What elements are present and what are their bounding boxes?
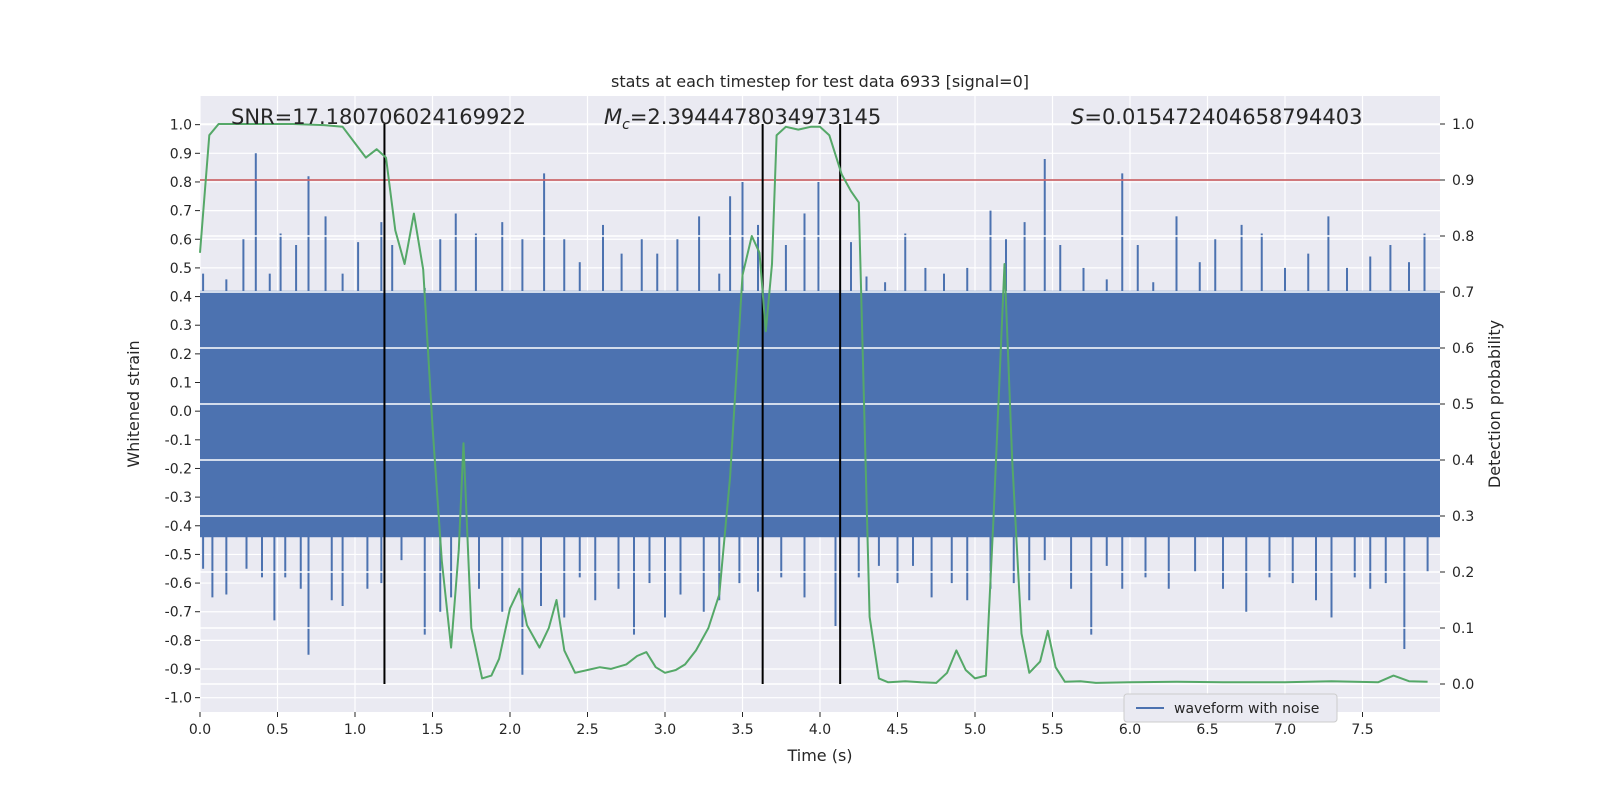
y-tick-label: -0.9	[165, 662, 192, 678]
s-annotation: S=0.015472404658794403	[1071, 105, 1362, 129]
x-tick-label: 4.5	[886, 722, 908, 738]
x-tick-label: 0.0	[189, 722, 211, 738]
legend-label-strain: waveform with noise	[1174, 701, 1319, 717]
chirp-mass-annotation: Mc=2.3944478034973145	[604, 105, 881, 133]
y-tick-label: 0.6	[170, 232, 192, 248]
y2-tick-label: 0.7	[1452, 285, 1474, 301]
y2-tick-label: 0.8	[1452, 229, 1474, 245]
y2-tick-label: 1.0	[1452, 117, 1474, 133]
y-tick-label: 0.0	[170, 404, 192, 420]
x-tick-label: 1.5	[421, 722, 443, 738]
legend: waveform with noise	[1123, 693, 1338, 723]
y-tick-label: -0.3	[165, 490, 192, 506]
y2-tick-label: 0.3	[1452, 509, 1474, 525]
x-tick-label: 6.5	[1196, 722, 1218, 738]
x-ticks: 0.0 0.5 1.0 1.5 2.0 2.5 3.0 3.5 4.0 4.5 5.0 5.5 6.0 6…	[189, 712, 1374, 738]
y-tick-label: -0.7	[165, 605, 192, 621]
detection-probability-line	[199, 123, 1428, 684]
y-tick-label: 0.4	[170, 290, 192, 306]
y-tick-label: -0.6	[165, 576, 192, 592]
snr-annotation: SNR=17.180706024169922	[231, 105, 526, 129]
x-tick-label: 1.0	[344, 722, 366, 738]
y2-tick-label: 0.6	[1452, 341, 1474, 357]
x-tick-label: 2.0	[499, 722, 521, 738]
s-value: =0.015472404658794403	[1084, 105, 1362, 129]
y2-tick-label: 0.2	[1452, 565, 1474, 581]
y-axis-label: Whitened strain	[124, 340, 143, 467]
x-tick-label: 0.5	[266, 722, 288, 738]
y-tick-label: -0.8	[165, 633, 192, 649]
y2-tick-label: 0.5	[1452, 397, 1474, 413]
y-tick-label: -0.5	[165, 547, 192, 563]
chart-title: stats at each timestep for test data 693…	[611, 72, 1029, 91]
x-tick-label: 2.5	[576, 722, 598, 738]
y-tick-label: 0.7	[170, 204, 192, 220]
y2-tick-label: 0.0	[1452, 677, 1474, 693]
y2-tick-label: 0.4	[1452, 453, 1474, 469]
y-tick-label: 0.8	[170, 175, 192, 191]
y-tick-label: -0.2	[165, 461, 192, 477]
y-tick-label: -0.1	[165, 433, 192, 449]
legend-box	[1123, 693, 1338, 723]
x-axis-label: Time (s)	[786, 746, 852, 765]
x-tick-label: 4.0	[809, 722, 831, 738]
x-tick-label: 7.5	[1351, 722, 1373, 738]
x-tick-label: 7.0	[1274, 722, 1296, 738]
y-tick-label: -1.0	[165, 691, 192, 707]
y-tick-label: 0.5	[170, 261, 192, 277]
y2-tick-label: 0.9	[1452, 173, 1474, 189]
y-tick-label: 0.3	[170, 318, 192, 334]
y2-tick-label: 0.1	[1452, 621, 1474, 637]
x-tick-label: 6.0	[1119, 722, 1141, 738]
mc-subscript: c	[622, 117, 630, 133]
probability-series	[199, 123, 1428, 684]
y2-axis-label: Detection probability	[1485, 320, 1504, 488]
strain-noise-band	[200, 290, 1440, 538]
mc-symbol: M	[604, 105, 622, 129]
y-tick-label: 0.1	[170, 376, 192, 392]
x-tick-label: 5.0	[964, 722, 986, 738]
y-tick-label: -0.4	[165, 519, 192, 535]
x-tick-label: 5.5	[1041, 722, 1063, 738]
y-ticks: -1.0 -0.9 -0.8 -0.7 -0.6 -0.5 -0.4 -0.3 -0.2 -0.1…	[165, 118, 200, 707]
grid-over-band	[200, 123, 1440, 685]
y-tick-label: 0.9	[170, 146, 192, 162]
strain-band	[200, 290, 1440, 538]
x-tick-label: 3.0	[654, 722, 676, 738]
mc-value: =2.3944478034973145	[630, 105, 881, 129]
y-tick-label: 0.2	[170, 347, 192, 363]
x-tick-label: 3.5	[731, 722, 753, 738]
vertical-markers	[383, 124, 842, 684]
s-symbol: S	[1071, 105, 1084, 129]
y2-ticks: 0.0 0.1 0.2 0.3 0.4 0.5 0.6 0.7 0.8 0.9 1.0	[1440, 117, 1474, 693]
y-tick-label: 1.0	[170, 118, 192, 134]
